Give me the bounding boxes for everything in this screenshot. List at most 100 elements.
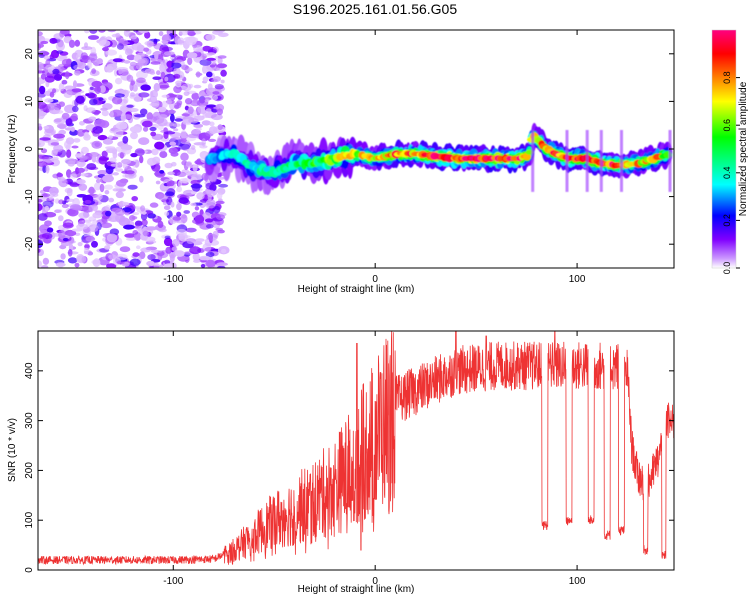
noise-speckle	[53, 117, 66, 125]
noise-speckle	[49, 192, 59, 198]
colorbar-ticks: 0.0 0.2 0.4 0.6 0.8	[722, 71, 740, 274]
noise-speckle	[183, 91, 190, 96]
noise-speckle	[55, 42, 65, 51]
noise-speckle	[130, 92, 135, 97]
noise-speckle	[44, 220, 52, 227]
noise-speckle	[104, 245, 111, 250]
noise-speckle	[46, 227, 54, 233]
noise-speckle	[64, 187, 73, 194]
noise-speckle	[149, 126, 157, 132]
noise-speckle	[102, 174, 114, 183]
noise-speckle	[217, 57, 223, 65]
snr-marks	[38, 331, 674, 566]
noise-speckle	[205, 182, 214, 190]
noise-speckle	[114, 93, 125, 98]
noise-speckle	[47, 103, 56, 111]
noise-speckle	[64, 71, 70, 80]
noise-speckle	[190, 183, 203, 189]
noise-speckle	[112, 188, 120, 192]
noise-speckle	[158, 106, 167, 113]
noise-speckle	[58, 215, 64, 222]
noise-speckle	[80, 52, 88, 60]
noise-speckle	[193, 123, 204, 128]
noise-speckle	[85, 107, 96, 113]
noise-speckle	[76, 128, 86, 137]
noise-speckle	[38, 260, 42, 268]
noise-speckle	[170, 201, 175, 208]
noise-speckle	[100, 222, 113, 229]
noise-speckle	[138, 30, 150, 34]
noise-speckle	[111, 33, 120, 38]
noise-speckle	[198, 255, 211, 261]
noise-speckle	[93, 182, 102, 191]
noise-speckle	[212, 91, 220, 95]
noise-speckle	[180, 152, 189, 161]
noise-speckle	[164, 131, 176, 135]
noise-speckle	[52, 109, 64, 114]
noise-speckle	[196, 127, 202, 131]
noise-speckle	[74, 153, 83, 158]
noise-speckle	[188, 118, 199, 124]
noise-speckle	[204, 99, 210, 103]
noise-speckle	[209, 64, 216, 68]
noise-speckle	[180, 130, 187, 139]
noise-speckle	[38, 156, 50, 160]
noise-speckle	[161, 94, 170, 98]
noise-speckle	[105, 49, 117, 56]
noise-speckle	[176, 100, 183, 106]
noise-speckle	[86, 163, 97, 170]
noise-speckle	[134, 148, 145, 157]
colorbar-tick-label: 0.6	[722, 119, 732, 132]
x-tick-label: -100	[163, 576, 183, 587]
noise-speckle	[49, 37, 58, 44]
noise-speckle	[185, 161, 193, 168]
noise-speckle	[190, 202, 197, 207]
snr-series-line	[38, 331, 674, 566]
y-tick-label: 0	[24, 567, 35, 573]
noise-speckle	[40, 40, 49, 45]
noise-speckle	[76, 159, 86, 168]
noise-speckle	[72, 80, 78, 89]
noise-speckle	[102, 138, 114, 145]
noise-speckle	[165, 246, 172, 254]
noise-speckle	[118, 201, 124, 209]
noise-speckle	[132, 230, 139, 235]
noise-speckle	[71, 88, 82, 93]
noise-speckle	[88, 53, 98, 61]
noise-speckle	[171, 239, 180, 247]
noise-speckle	[132, 252, 140, 257]
noise-speckle	[215, 103, 225, 112]
noise-speckle	[175, 80, 182, 88]
noise-speckle	[63, 91, 73, 98]
noise-speckle	[89, 30, 98, 34]
colorbar-tick-label: 0.4	[722, 167, 732, 180]
noise-speckle	[217, 229, 225, 234]
noise-speckle	[205, 251, 215, 258]
noise-speckle	[89, 152, 99, 158]
noise-speckle	[190, 191, 197, 195]
noise-speckle	[38, 234, 50, 240]
noise-speckle	[166, 181, 172, 187]
noise-speckle	[74, 262, 80, 268]
noise-speckle	[38, 203, 43, 212]
noise-speckle	[138, 92, 150, 98]
noise-speckle	[105, 210, 112, 217]
x-tick-label: 0	[372, 274, 378, 285]
noise-speckle	[150, 89, 158, 99]
noise-speckle	[220, 69, 227, 77]
noise-speckle	[61, 59, 71, 66]
noise-speckle	[190, 99, 201, 107]
noise-speckle	[98, 155, 108, 165]
noise-speckle	[157, 220, 164, 228]
noise-speckle	[140, 212, 148, 221]
noise-speckle	[209, 121, 215, 127]
noise-speckle	[183, 189, 196, 196]
noise-speckle	[202, 243, 212, 252]
noise-speckle	[38, 198, 43, 203]
noise-speckle	[150, 249, 163, 254]
noise-speckle	[45, 64, 56, 71]
noise-speckle	[67, 257, 78, 264]
noise-speckle	[89, 98, 98, 106]
